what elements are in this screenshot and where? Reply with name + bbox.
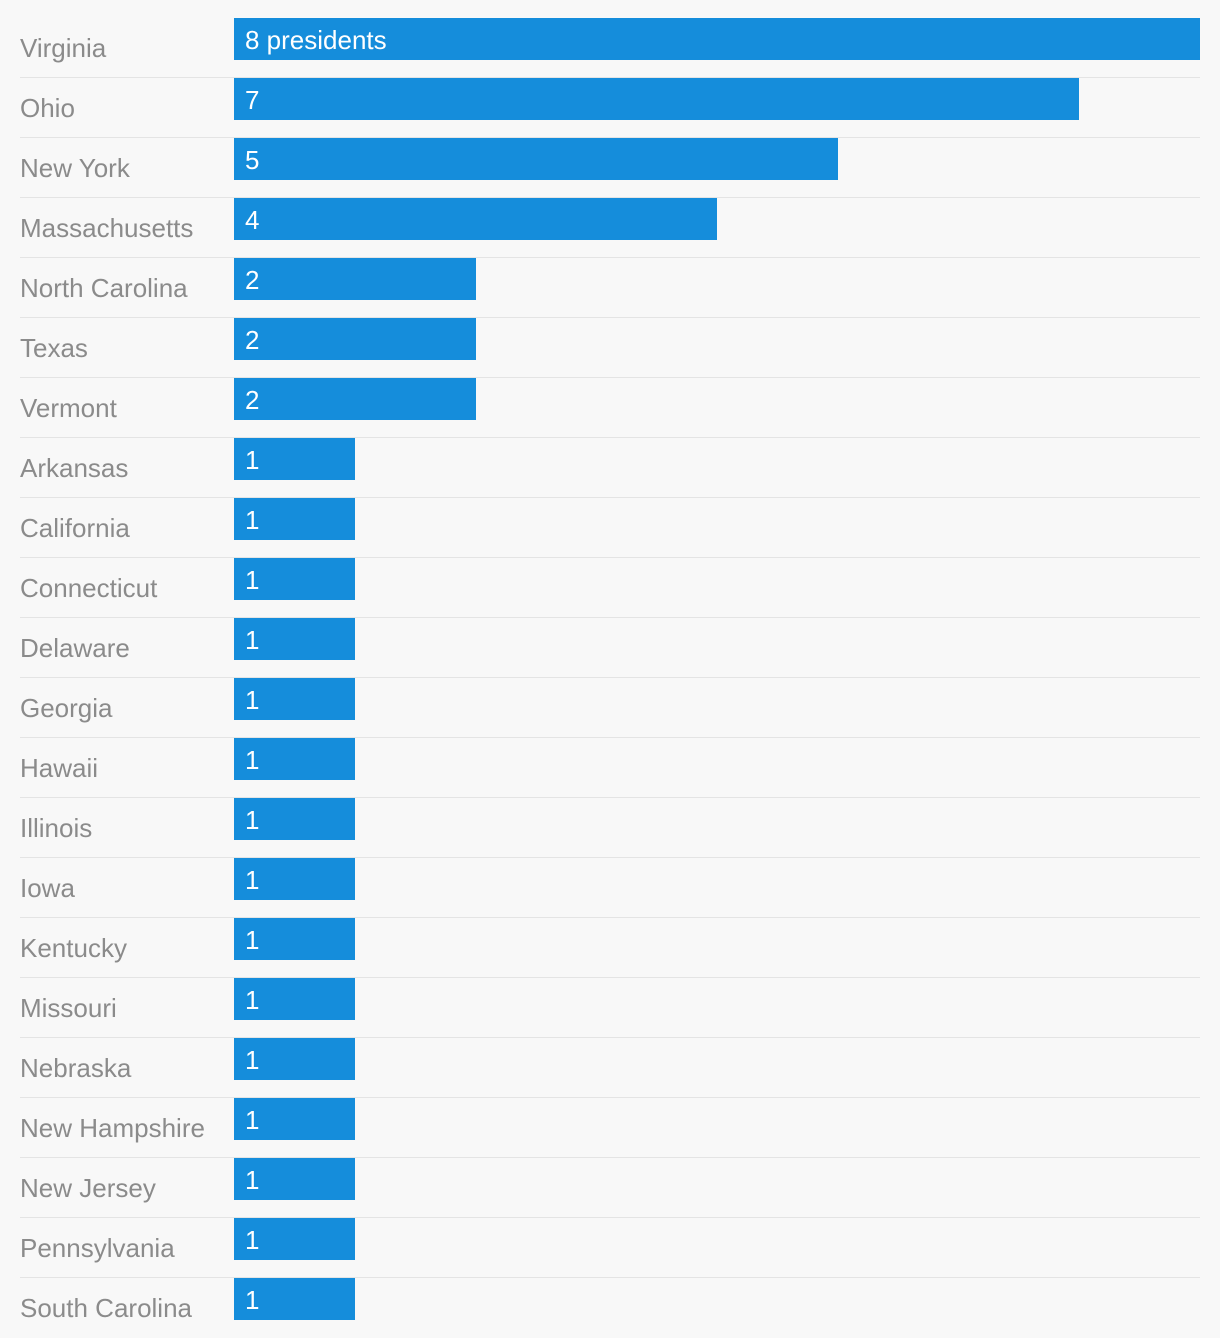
chart-row: Vermont 2 bbox=[20, 378, 1200, 438]
bar-value-label: 1 bbox=[245, 1105, 260, 1135]
category-label: Ohio bbox=[20, 93, 75, 123]
category-label: Hawaii bbox=[20, 753, 99, 783]
chart-row: Kentucky 1 bbox=[20, 918, 1200, 978]
bar-value-label: 2 bbox=[245, 385, 260, 415]
category-label: Arkansas bbox=[20, 453, 129, 483]
bar-value-label: 5 bbox=[245, 145, 260, 175]
chart-bar: 5 bbox=[234, 138, 838, 180]
bar-value-label: 1 bbox=[245, 1165, 260, 1195]
bar-value-label: 2 bbox=[245, 265, 260, 295]
chart-row: Ohio 7 bbox=[20, 78, 1200, 138]
chart-row: Arkansas 1 bbox=[20, 438, 1200, 498]
chart-row: Texas 2 bbox=[20, 318, 1200, 378]
chart-row: Nebraska 1 bbox=[20, 1038, 1200, 1098]
chart-row: Pennsylvania 1 bbox=[20, 1218, 1200, 1278]
chart-row: Virginia 8 presidents bbox=[20, 18, 1200, 78]
category-label: Pennsylvania bbox=[20, 1233, 175, 1263]
category-label: Missouri bbox=[20, 993, 117, 1023]
bar-value-label: 1 bbox=[245, 505, 260, 535]
bar-value-label: 1 bbox=[245, 625, 260, 655]
category-label: Massachusetts bbox=[20, 213, 194, 243]
bar-value-label: 1 bbox=[245, 925, 260, 955]
category-label: New Hampshire bbox=[20, 1113, 205, 1143]
bar-value-label: 1 bbox=[245, 865, 260, 895]
chart-row: Illinois 1 bbox=[20, 798, 1200, 858]
chart-bar: 1 bbox=[234, 858, 355, 900]
bar-value-label: 1 bbox=[245, 565, 260, 595]
bar-value-label: 2 bbox=[245, 325, 260, 355]
chart-bar: 1 bbox=[234, 1278, 355, 1320]
chart-bar: 2 bbox=[234, 318, 476, 360]
category-label: Kentucky bbox=[20, 933, 127, 963]
chart-bar: 1 bbox=[234, 618, 355, 660]
category-label: Delaware bbox=[20, 633, 130, 663]
chart-row: Missouri 1 bbox=[20, 978, 1200, 1038]
category-label: North Carolina bbox=[20, 273, 188, 303]
chart-row: California 1 bbox=[20, 498, 1200, 558]
bar-value-label: 1 bbox=[245, 445, 260, 475]
category-label: Nebraska bbox=[20, 1053, 132, 1083]
chart-row: Connecticut 1 bbox=[20, 558, 1200, 618]
chart-bar: 1 bbox=[234, 1098, 355, 1140]
chart-bar: 1 bbox=[234, 918, 355, 960]
bar-value-label: 1 bbox=[245, 1225, 260, 1255]
chart-bar: 8 presidents bbox=[234, 18, 1200, 60]
chart-bar: 2 bbox=[234, 258, 476, 300]
bar-value-label: 1 bbox=[245, 1285, 260, 1315]
chart-row: Iowa 1 bbox=[20, 858, 1200, 918]
category-label: New York bbox=[20, 153, 130, 183]
chart-bar: 1 bbox=[234, 1038, 355, 1080]
bar-value-label: 1 bbox=[245, 1045, 260, 1075]
bar-value-label: 1 bbox=[245, 805, 260, 835]
chart-bar: 4 bbox=[234, 198, 717, 240]
category-label: South Carolina bbox=[20, 1293, 192, 1323]
chart-row: North Carolina 2 bbox=[20, 258, 1200, 318]
chart-row: New Jersey 1 bbox=[20, 1158, 1200, 1218]
bar-value-label: 1 bbox=[245, 985, 260, 1015]
chart-bar: 7 bbox=[234, 78, 1079, 120]
chart-row: South Carolina 1 bbox=[20, 1278, 1200, 1338]
chart-row: Hawaii 1 bbox=[20, 738, 1200, 798]
bar-value-label: 4 bbox=[245, 205, 260, 235]
category-label: Virginia bbox=[20, 33, 107, 63]
chart-bar: 1 bbox=[234, 678, 355, 720]
category-label: Vermont bbox=[20, 393, 117, 423]
category-label: Illinois bbox=[20, 813, 93, 843]
chart-bar: 1 bbox=[234, 498, 355, 540]
category-label: Iowa bbox=[20, 873, 75, 903]
chart-row: New York 5 bbox=[20, 138, 1200, 198]
bar-value-label: 1 bbox=[245, 745, 260, 775]
category-label: Connecticut bbox=[20, 573, 158, 603]
bar-value-label: 8 presidents bbox=[245, 25, 387, 55]
chart-bar: 1 bbox=[234, 1218, 355, 1260]
bar-value-label: 1 bbox=[245, 685, 260, 715]
chart-bar: 1 bbox=[234, 978, 355, 1020]
chart-bar: 1 bbox=[234, 738, 355, 780]
chart-bar: 1 bbox=[234, 558, 355, 600]
bar-value-label: 7 bbox=[245, 85, 260, 115]
chart-row: Delaware 1 bbox=[20, 618, 1200, 678]
chart-row: Georgia 1 bbox=[20, 678, 1200, 738]
chart-row: Massachusetts 4 bbox=[20, 198, 1200, 258]
category-label: Texas bbox=[20, 333, 88, 363]
chart-bar: 1 bbox=[234, 798, 355, 840]
category-label: Georgia bbox=[20, 693, 113, 723]
category-label: New Jersey bbox=[20, 1173, 156, 1203]
category-label: California bbox=[20, 513, 130, 543]
chart-bar: 2 bbox=[234, 378, 476, 420]
chart-row: New Hampshire 1 bbox=[20, 1098, 1200, 1158]
chart-bar: 1 bbox=[234, 1158, 355, 1200]
chart-bar: 1 bbox=[234, 438, 355, 480]
